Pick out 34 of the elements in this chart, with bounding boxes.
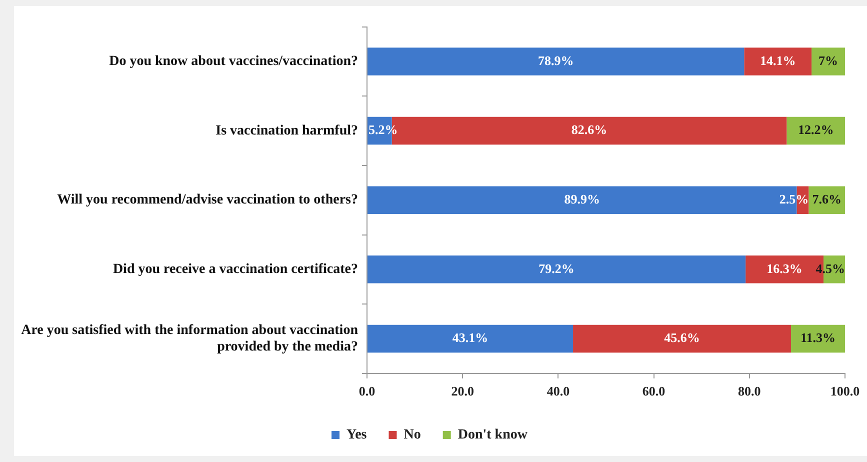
- y-tick-label: Will you recommend/advise vaccination to others?: [57, 192, 358, 208]
- data-label: 78.9%: [538, 52, 574, 68]
- data-label: 79.2%: [538, 260, 574, 276]
- x-tick-label: 60.0: [642, 384, 666, 399]
- bar: [812, 48, 845, 76]
- x-tick-label: 20.0: [451, 384, 474, 399]
- data-label: 12.2%: [798, 122, 834, 138]
- data-label: 14.1%: [760, 52, 796, 68]
- data-label: 7.6%: [812, 191, 842, 206]
- y-tick-label: Did you receive a vaccination certificate?: [112, 262, 358, 278]
- bar: [790, 324, 845, 353]
- data-label: 89.9%: [564, 191, 600, 206]
- data-label: 11.3%: [800, 330, 836, 346]
- x-tick-label: 100.0: [830, 384, 860, 399]
- x-tick-label: 40.0: [546, 384, 570, 399]
- bar: [368, 48, 744, 76]
- data-label: 82.6%: [571, 122, 608, 138]
- bar: [786, 116, 845, 145]
- legend-label: No: [404, 428, 421, 443]
- data-label: 43.1%: [452, 330, 488, 346]
- bar: [368, 256, 746, 284]
- bar: [368, 324, 574, 353]
- x-tick-label: 0.0: [358, 384, 376, 399]
- x-tick-label: 80.0: [738, 384, 761, 399]
- data-label: 7%: [818, 52, 838, 68]
- bar: [573, 324, 791, 353]
- bar: [744, 48, 812, 76]
- y-tick-label: Is vaccination harmful?: [216, 123, 358, 138]
- y-tick-label: Are you satisfied with the information about vaccination provided by the media?: [21, 322, 358, 355]
- legend-label: Yes: [346, 428, 368, 443]
- y-tick-label: Do you know about vaccines/vaccination?: [109, 54, 358, 70]
- data-label: 45.6%: [664, 330, 700, 346]
- legend-label: Don't know: [458, 428, 528, 443]
- data-label: 16.3%: [766, 260, 802, 276]
